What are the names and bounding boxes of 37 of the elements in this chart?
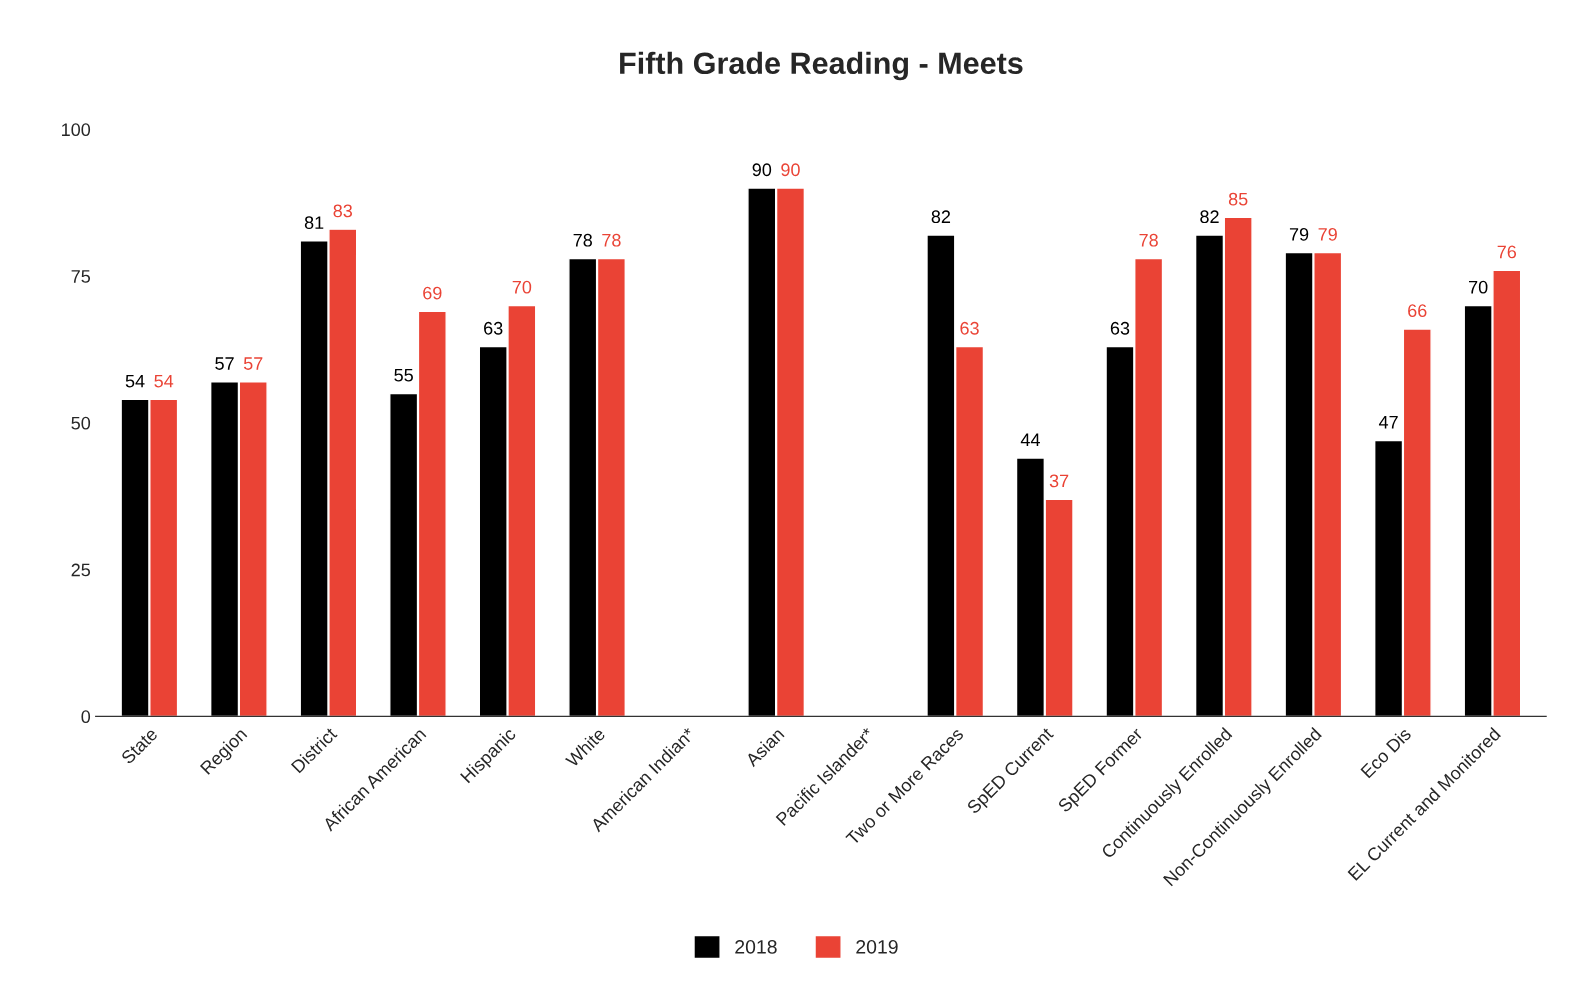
data-label: 90 [781,163,800,177]
chart-title: Fifth Grade Reading - Meets [620,51,1023,81]
data-label: 90 [752,163,772,177]
data-label: 70 [512,280,532,294]
data-label: 82 [1200,210,1219,224]
data-label: 66 [1408,304,1427,318]
data-label: 78 [602,233,621,247]
y-tick-label: 50 [71,416,91,430]
data-label: 63 [960,321,979,335]
data-label: 85 [1228,192,1248,206]
legend-label: 2019 [856,939,898,954]
data-label: 78 [1139,233,1158,247]
data-label: 70 [1469,280,1488,294]
data-label: 63 [1110,321,1130,335]
data-label: 57 [215,357,234,370]
data-label: 44 [1020,433,1040,447]
data-label: 54 [154,374,174,388]
data-label: 81 [304,216,324,229]
legend-label: 2018 [735,939,777,954]
data-label: 79 [1318,227,1337,241]
data-label: 47 [1378,415,1398,429]
y-tick-label: 100 [62,123,91,137]
data-label: 57 [243,357,263,370]
data-label: 37 [1049,474,1069,488]
data-label: 55 [394,369,413,382]
y-tick-label: 75 [71,270,91,283]
x-tick-label: Eco Dis [1359,726,1412,779]
data-label: 63 [484,321,503,335]
data-label: 54 [125,374,145,388]
data-label: 82 [931,210,951,224]
data-label: 76 [1497,245,1517,259]
data-label: 69 [423,286,442,300]
y-tick-label: 25 [71,563,91,577]
y-tick-label: 0 [81,710,91,724]
data-label: 79 [1289,227,1309,241]
data-label: 83 [333,204,353,218]
data-label: 78 [573,233,592,247]
